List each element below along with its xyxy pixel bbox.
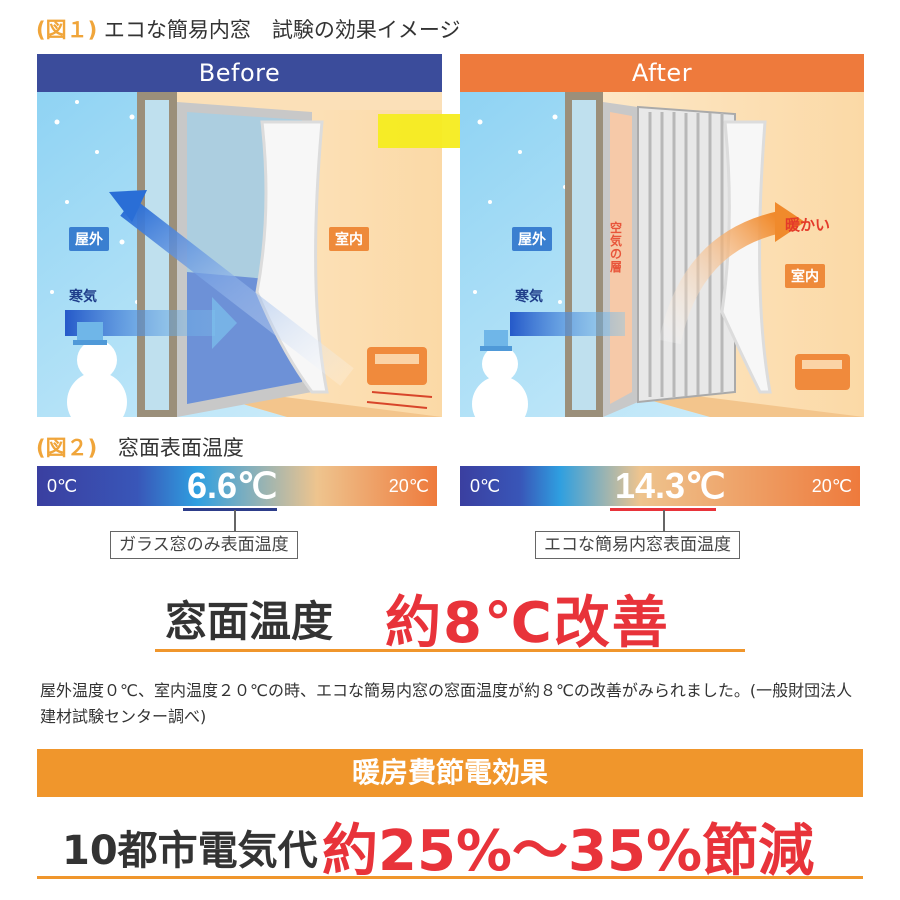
before-cold-air-label: 寒気 bbox=[69, 289, 97, 305]
result-label: 窓面温度 bbox=[165, 597, 334, 646]
savings-banner: 暖房費節電効果 bbox=[37, 749, 863, 797]
fig2-tag: (図２) bbox=[36, 436, 98, 460]
temp-bar-after-underline bbox=[610, 508, 716, 511]
temp-bar-before-underline bbox=[183, 508, 277, 511]
result-underline bbox=[155, 649, 745, 652]
result-note: 屋外温度０℃、室内温度２０℃の時、エコな簡易内窓の窓面温度が約８℃の改善がみられ… bbox=[40, 681, 853, 726]
after-air-layer-label: 空気の層 bbox=[610, 221, 623, 274]
temp-bar-before: 0℃ 6.6℃ 20℃ bbox=[37, 465, 437, 511]
after-outdoor-label: 屋外 bbox=[512, 227, 552, 251]
temp-bar-after-value: 14.3℃ bbox=[615, 465, 726, 506]
caption-before: ガラス窓のみ表面温度 bbox=[110, 531, 298, 559]
before-illustration: 屋外 室内 寒気 bbox=[37, 92, 442, 417]
temp-bar-after-min: 0℃ bbox=[470, 476, 501, 496]
caption-after: エコな簡易内窓表面温度 bbox=[535, 531, 740, 559]
before-header: Before bbox=[37, 54, 442, 92]
after-header: After bbox=[460, 54, 864, 92]
temp-bar-before-min: 0℃ bbox=[47, 476, 78, 496]
after-panel: After bbox=[460, 54, 864, 417]
caption-before-connector bbox=[234, 510, 236, 532]
temp-bar-before-max: 20℃ bbox=[388, 476, 429, 496]
before-indoor-label: 室内 bbox=[329, 227, 369, 251]
temp-bar-after: 0℃ 14.3℃ 20℃ bbox=[460, 465, 860, 511]
fig1-title-text: エコな簡易内窓 試験の効果イメージ bbox=[103, 18, 461, 42]
savings-label: 10都市電気代 bbox=[62, 828, 318, 874]
savings-value: 約25%～35%節減 bbox=[322, 819, 815, 884]
after-cold-air-label: 寒気 bbox=[515, 289, 543, 305]
result-value: 約8℃改善 bbox=[385, 591, 670, 656]
fig1-title: (図１) エコな簡易内窓 試験の効果イメージ bbox=[36, 14, 460, 44]
caption-after-connector bbox=[663, 510, 665, 532]
before-outdoor-label: 屋外 bbox=[69, 227, 109, 251]
after-warm-label: 暖かい bbox=[785, 216, 831, 234]
savings-underline bbox=[37, 876, 863, 879]
fig2-title-text: 窓面表面温度 bbox=[117, 436, 244, 460]
fig2-title: (図２) 窓面表面温度 bbox=[36, 432, 244, 462]
after-illustration: 屋外 寒気 暖かい 室内 空気の層 bbox=[460, 92, 864, 417]
temp-bar-before-value: 6.6℃ bbox=[187, 465, 278, 506]
after-indoor-label: 室内 bbox=[785, 264, 825, 288]
temp-bar-after-max: 20℃ bbox=[811, 476, 852, 496]
before-panel: Before bbox=[37, 54, 442, 417]
fig1-tag: (図１) bbox=[36, 18, 98, 42]
